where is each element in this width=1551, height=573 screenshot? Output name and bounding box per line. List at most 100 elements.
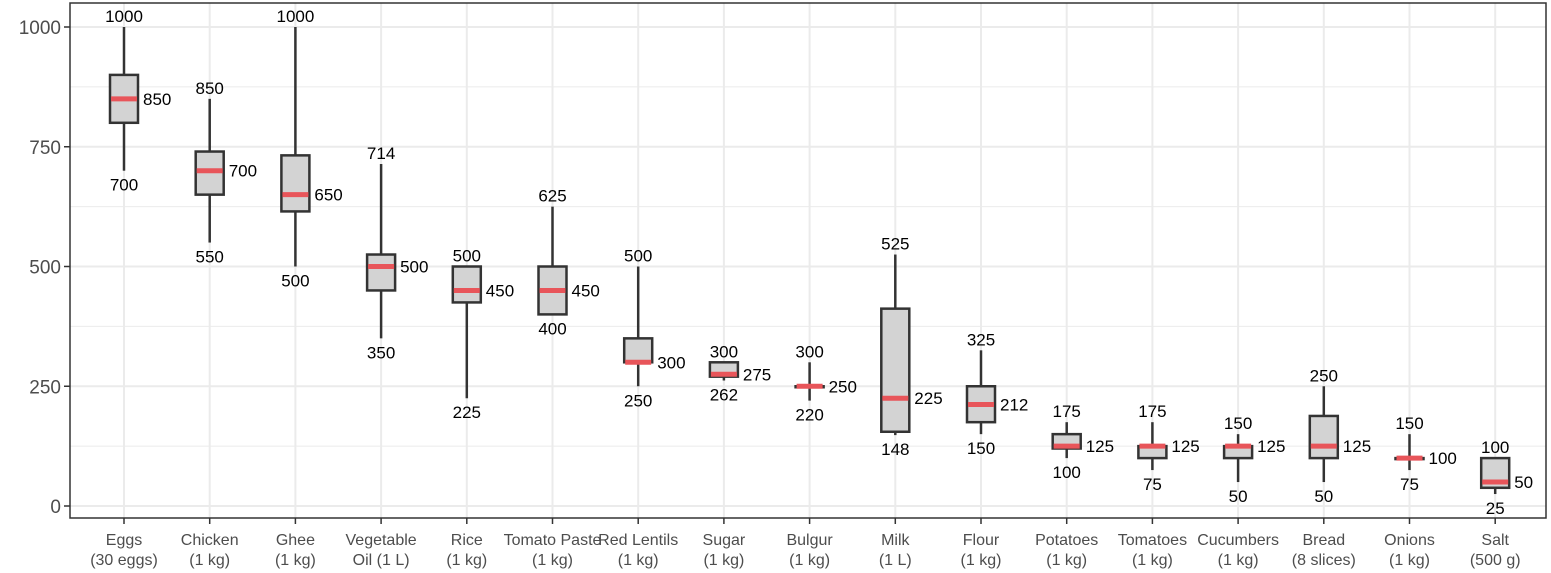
x-tick-label-line1: Cucumbers bbox=[1197, 532, 1279, 549]
x-tick-label-line1: Eggs bbox=[106, 532, 142, 549]
box-salt bbox=[1479, 456, 1511, 495]
max-label: 625 bbox=[538, 187, 566, 206]
median-label: 650 bbox=[314, 186, 342, 205]
min-label: 25 bbox=[1486, 499, 1505, 518]
box-eggs bbox=[108, 27, 140, 171]
x-tick-label-line2: (1 kg) bbox=[1218, 552, 1259, 569]
box-bread bbox=[1308, 386, 1340, 483]
x-tick-label-line2: (1 kg) bbox=[189, 552, 230, 569]
box-milk bbox=[880, 254, 911, 436]
x-tick-label-line1: Ghee bbox=[276, 532, 315, 549]
max-label: 150 bbox=[1224, 414, 1252, 433]
box-bulgur bbox=[794, 362, 825, 401]
iqr-box bbox=[451, 265, 483, 304]
median-label: 300 bbox=[657, 353, 685, 372]
max-label: 1000 bbox=[105, 7, 143, 26]
x-tick-label-line1: Potatoes bbox=[1035, 532, 1098, 549]
min-label: 75 bbox=[1400, 475, 1419, 494]
max-label: 325 bbox=[967, 330, 995, 349]
boxes bbox=[108, 27, 1511, 495]
min-label: 220 bbox=[795, 406, 823, 425]
x-tick-label-line2: (1 L) bbox=[879, 552, 912, 569]
min-label: 250 bbox=[624, 391, 652, 410]
min-label: 350 bbox=[367, 343, 395, 362]
min-label: 50 bbox=[1229, 487, 1248, 506]
box-red-lentils bbox=[622, 266, 654, 387]
max-label: 250 bbox=[1310, 366, 1338, 385]
median-label: 225 bbox=[914, 389, 942, 408]
max-label: 500 bbox=[624, 247, 652, 266]
x-tick-label-line1: Milk bbox=[881, 532, 910, 549]
iqr-box bbox=[365, 253, 397, 292]
median-label: 125 bbox=[1086, 437, 1114, 456]
min-label: 500 bbox=[281, 272, 309, 291]
min-label: 225 bbox=[453, 403, 481, 422]
max-label: 175 bbox=[1138, 402, 1166, 421]
x-tick-label-line2: (1 kg) bbox=[789, 552, 830, 569]
x-tick-label-line1: Onions bbox=[1384, 532, 1435, 549]
median-label: 212 bbox=[1000, 395, 1028, 414]
max-label: 300 bbox=[710, 342, 738, 361]
iqr-box bbox=[622, 337, 654, 364]
iqr-box bbox=[280, 154, 311, 213]
x-tick-label-line2: (1 kg) bbox=[703, 552, 744, 569]
box-onions bbox=[1394, 434, 1425, 471]
x-tick-label-line1: Tomato Paste bbox=[504, 532, 602, 549]
axes: 0 250 500 750 1000 Eggs (30 eggs) Chicken (1 kg)… bbox=[19, 2, 1547, 569]
x-tick-label-line2: (1 kg) bbox=[961, 552, 1002, 569]
min-label: 400 bbox=[538, 319, 566, 338]
x-tick-label-line1: Bulgur bbox=[786, 532, 833, 549]
box-tomatoes bbox=[1137, 422, 1168, 471]
x-tick-label-line2: (8 slices) bbox=[1292, 552, 1356, 569]
x-tick-label-line1: Rice bbox=[451, 532, 483, 549]
x-tick-label-line2: (1 kg) bbox=[618, 552, 659, 569]
x-tick-label-line1: Red Lentils bbox=[598, 532, 678, 549]
x-tick-label-line2: Oil (1 L) bbox=[353, 552, 410, 569]
max-label: 150 bbox=[1395, 414, 1423, 433]
min-label: 75 bbox=[1143, 475, 1162, 494]
median-label: 125 bbox=[1257, 437, 1285, 456]
min-label: 100 bbox=[1053, 463, 1081, 482]
x-tick-label-line1: Bread bbox=[1302, 532, 1345, 549]
min-label: 262 bbox=[710, 386, 738, 405]
box-ghee bbox=[280, 27, 311, 267]
max-label: 100 bbox=[1481, 438, 1509, 457]
median-label: 275 bbox=[743, 365, 771, 384]
median-label: 500 bbox=[400, 258, 428, 277]
x-tick-label-line1: Chicken bbox=[181, 532, 239, 549]
box-tomato-paste bbox=[537, 206, 568, 316]
max-label: 300 bbox=[795, 342, 823, 361]
y-tick-label: 500 bbox=[29, 258, 61, 279]
median-label: 450 bbox=[572, 281, 600, 300]
max-label: 500 bbox=[453, 247, 481, 266]
x-tick-label-line2: (30 eggs) bbox=[90, 552, 158, 569]
box-vegetable bbox=[365, 163, 397, 339]
x-tick-label-line2: (1 kg) bbox=[1389, 552, 1430, 569]
x-tick-label-line2: (1 kg) bbox=[1132, 552, 1173, 569]
x-tick-label-line1: Flour bbox=[963, 532, 1000, 549]
x-tick-label-line1: Tomatoes bbox=[1118, 532, 1187, 549]
median-label: 850 bbox=[143, 90, 171, 109]
median-label: 125 bbox=[1343, 437, 1371, 456]
max-label: 525 bbox=[881, 235, 909, 254]
y-tick-label: 1000 bbox=[19, 18, 61, 39]
median-label: 100 bbox=[1429, 449, 1457, 468]
max-label: 1000 bbox=[276, 7, 314, 26]
x-tick-label-line2: (1 kg) bbox=[446, 552, 487, 569]
y-tick-label: 750 bbox=[29, 138, 61, 159]
min-label: 148 bbox=[881, 440, 909, 459]
box-chicken bbox=[194, 98, 225, 243]
x-tick-label-line2: (500 g) bbox=[1470, 552, 1521, 569]
median-label: 50 bbox=[1514, 473, 1533, 492]
data-labels: 1000 850 700 850 700 550 1000 650 500 714 500 350 50… bbox=[105, 7, 1533, 518]
median-label: 450 bbox=[486, 281, 514, 300]
iqr-box bbox=[1308, 414, 1340, 460]
max-label: 850 bbox=[196, 79, 224, 98]
max-label: 714 bbox=[367, 144, 395, 163]
median-label: 250 bbox=[829, 377, 857, 396]
x-tick-label-line1: Vegetable bbox=[346, 532, 417, 549]
x-tick-label-line2: (1 kg) bbox=[275, 552, 316, 569]
min-label: 150 bbox=[967, 439, 995, 458]
y-tick-label: 250 bbox=[29, 377, 61, 398]
